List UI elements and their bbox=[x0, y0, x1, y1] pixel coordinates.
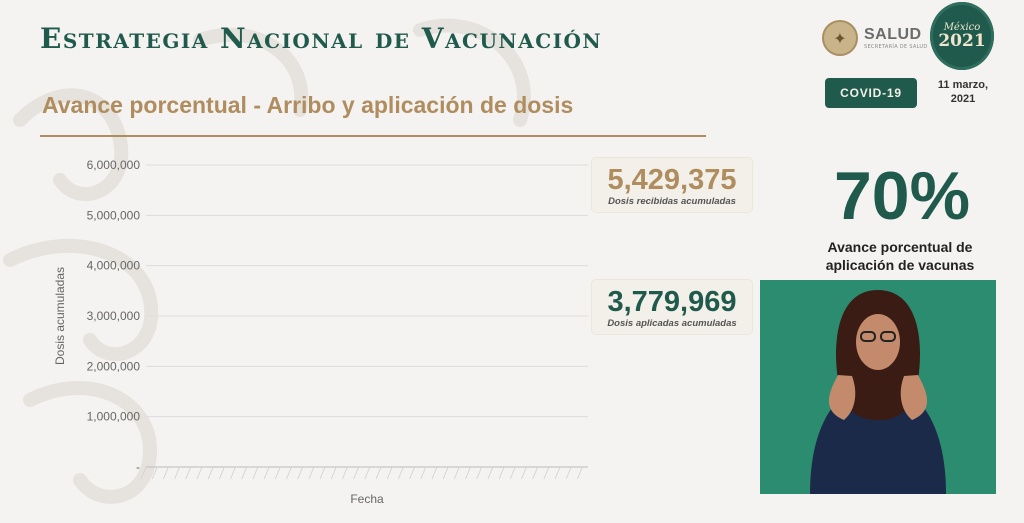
mexico-2021-logo: México 2021 bbox=[930, 2, 994, 70]
y-tick-label: 6,000,000 bbox=[87, 158, 141, 172]
x-tick-mark bbox=[207, 466, 214, 480]
percent-label-line-1: Avance porcentual de bbox=[827, 239, 973, 255]
x-tick-mark bbox=[151, 466, 158, 480]
applied-value: 3,779,969 bbox=[607, 286, 737, 318]
applied-callout: 3,779,969 Dosis aplicadas acumuladas bbox=[592, 280, 752, 334]
background-pattern bbox=[3, 18, 531, 504]
covid-badge: COVID-19 bbox=[825, 78, 917, 108]
x-tick-mark bbox=[140, 466, 147, 480]
chart-subtitle: Avance porcentual - Arribo y aplicación … bbox=[42, 92, 574, 118]
x-tick-mark bbox=[308, 466, 315, 480]
received-callout: 5,429,375 Dosis recibidas acumuladas bbox=[592, 158, 752, 212]
x-tick-mark bbox=[509, 466, 516, 480]
x-tick-mark bbox=[453, 466, 460, 480]
x-tick-mark bbox=[431, 466, 438, 480]
percent-label-line-2: aplicación de vacunas bbox=[825, 257, 975, 273]
date-label: 11 marzo, 2021 bbox=[928, 78, 998, 106]
x-tick-mark bbox=[532, 466, 539, 480]
x-tick-mark bbox=[286, 466, 292, 480]
x-tick-mark bbox=[577, 466, 583, 480]
x-tick-mark bbox=[230, 466, 236, 480]
x-tick-mark bbox=[375, 466, 382, 480]
salud-logo-subtext: SECRETARÍA DE SALUD bbox=[864, 44, 928, 50]
x-tick-mark bbox=[274, 466, 281, 480]
mexico-logo-year: 2021 bbox=[938, 31, 986, 51]
x-tick-mark bbox=[397, 466, 404, 480]
x-tick-mark bbox=[297, 466, 304, 480]
x-tick-mark bbox=[342, 466, 348, 480]
x-tick-mark bbox=[174, 466, 180, 480]
x-tick-mark bbox=[420, 466, 427, 480]
y-tick-label: 5,000,000 bbox=[87, 208, 141, 222]
y-tick-label: 2,000,000 bbox=[87, 359, 141, 373]
x-tick-mark bbox=[196, 466, 203, 480]
date-line-2: 2021 bbox=[950, 93, 976, 105]
salud-logo: ✦ SALUD SECRETARÍA DE SALUD bbox=[822, 20, 928, 56]
x-tick-mark bbox=[442, 466, 449, 480]
interpreter-figure bbox=[810, 290, 946, 494]
y-tick-label: 3,000,000 bbox=[87, 309, 141, 323]
x-tick-mark bbox=[386, 466, 393, 480]
x-tick-mark bbox=[543, 466, 550, 480]
x-tick-mark bbox=[185, 466, 192, 480]
x-tick-mark bbox=[364, 466, 371, 480]
title-divider bbox=[40, 135, 706, 137]
percent-value: 70% bbox=[833, 158, 971, 234]
received-label: Dosis recibidas acumuladas bbox=[608, 196, 736, 207]
eagle-seal-icon: ✦ bbox=[822, 20, 858, 56]
main-title: Estrategia Nacional de Vacunación bbox=[40, 22, 603, 55]
x-tick-mark bbox=[241, 466, 248, 480]
x-tick-mark bbox=[487, 466, 494, 480]
y-axis-label: Dosis acumuladas bbox=[53, 267, 67, 365]
x-tick-mark bbox=[163, 466, 169, 480]
x-tick-mark bbox=[330, 466, 337, 480]
sign-language-interpreter-video bbox=[760, 280, 996, 494]
mexico-logo-text: México bbox=[943, 22, 981, 33]
y-tick-label: 4,000,000 bbox=[87, 259, 141, 273]
x-tick-mark bbox=[554, 466, 561, 480]
x-tick-mark bbox=[218, 466, 225, 480]
salud-logo-text: SALUD bbox=[864, 26, 922, 43]
y-tick-label: 1,000,000 bbox=[87, 410, 141, 424]
y-tick-label: - bbox=[136, 460, 140, 474]
date-line-1: 11 marzo, bbox=[937, 79, 989, 91]
x-tick-mark bbox=[465, 466, 471, 480]
x-tick-mark bbox=[319, 466, 326, 480]
x-axis-label: Fecha bbox=[350, 492, 384, 506]
x-tick-mark bbox=[353, 466, 359, 480]
x-tick-mark bbox=[409, 466, 415, 480]
vaccination-area-chart: - 1,000,000 2,000,000 3,000,000 4,000,000 5,0… bbox=[53, 158, 588, 506]
x-tick-mark bbox=[565, 466, 572, 480]
percent-label: Avance porcentual de aplicación de vacun… bbox=[800, 238, 1000, 274]
x-tick-mark bbox=[252, 466, 259, 480]
x-tick-mark bbox=[521, 466, 527, 480]
x-tick-mark bbox=[498, 466, 505, 480]
applied-label: Dosis aplicadas acumuladas bbox=[607, 318, 737, 329]
x-tick-mark bbox=[476, 466, 483, 480]
x-tick-mark bbox=[263, 466, 270, 480]
received-value: 5,429,375 bbox=[607, 164, 737, 196]
